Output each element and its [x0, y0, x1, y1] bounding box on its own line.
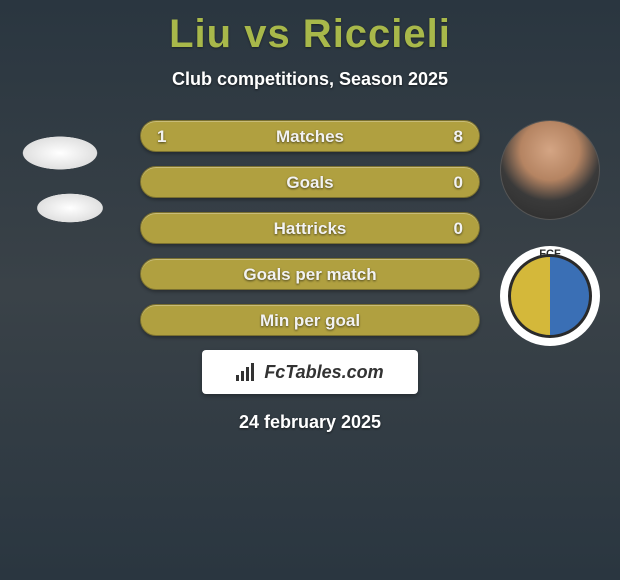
comparison-panel: FCF 1 Matches 8 Goals 0 Hattricks 0 Goal… [0, 120, 620, 433]
stat-row: Min per goal [140, 304, 480, 336]
stat-label: Hattricks [141, 213, 479, 245]
stat-right-value: 8 [454, 121, 463, 153]
crest-shield-icon [508, 254, 592, 338]
stat-row: Hattricks 0 [140, 212, 480, 244]
stat-right-value: 0 [454, 213, 463, 245]
chart-icon [236, 363, 258, 381]
branding-text: FcTables.com [264, 362, 383, 383]
date-label: 24 february 2025 [0, 412, 620, 433]
player-avatar-placeholder [8, 130, 112, 176]
stat-right-value: 0 [454, 167, 463, 199]
stats-bars: 1 Matches 8 Goals 0 Hattricks 0 Goals pe… [140, 120, 480, 336]
branding-badge: FcTables.com [202, 350, 418, 394]
player-avatar [500, 120, 600, 220]
subtitle: Club competitions, Season 2025 [0, 69, 620, 90]
stat-label: Goals [141, 167, 479, 199]
club-crest-placeholder [24, 188, 116, 228]
stat-label: Goals per match [141, 259, 479, 291]
stat-label: Matches [141, 121, 479, 153]
right-player-column: FCF [500, 120, 600, 372]
left-player-column [8, 120, 116, 228]
stat-row: 1 Matches 8 [140, 120, 480, 152]
stat-label: Min per goal [141, 305, 479, 337]
club-crest: FCF [500, 246, 600, 346]
stat-row: Goals per match [140, 258, 480, 290]
stat-row: Goals 0 [140, 166, 480, 198]
page-title: Liu vs Riccieli [0, 0, 620, 57]
